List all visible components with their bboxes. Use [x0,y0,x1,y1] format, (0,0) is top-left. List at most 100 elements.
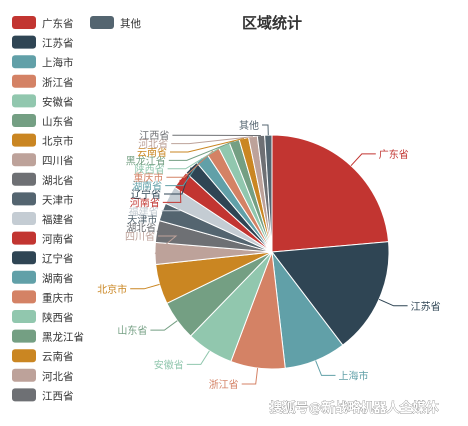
legend-item[interactable]: 安徽省 [12,94,74,108]
slice-label: 云南省 [137,146,167,159]
leader-line [156,227,178,232]
slice-label: 黑龙江省 [126,154,166,167]
slice-label: 河北省 [138,138,168,151]
leader-line [186,350,210,365]
legend-item[interactable]: 天津市 [12,192,74,206]
legend-label: 江苏省 [42,37,74,50]
legend-item[interactable]: 河南省 [12,231,74,246]
leader-line [262,124,269,136]
legend-label: 上海市 [42,56,74,69]
legend-label: 辽宁省 [42,252,74,265]
slice-label: 福建省 [129,205,159,218]
legend-label: 安徽省 [42,95,74,108]
legend-label: 天津市 [42,193,74,206]
legend-swatch [12,16,36,29]
legend-item[interactable]: 湖南省 [12,270,74,285]
legend-item[interactable]: 其他 [90,16,141,30]
legend-label: 黑龙江省 [42,331,84,344]
legend-label: 湖北省 [42,174,74,187]
legend-swatch [12,94,36,108]
leader-line [160,211,179,220]
legend-item[interactable]: 广东省 [12,16,74,30]
legend-item[interactable]: 黑龙江省 [12,329,84,344]
legend-item[interactable]: 四川省 [12,153,74,167]
leader-line [164,167,192,195]
legend-swatch [12,231,36,245]
legend-item[interactable]: 山东省 [12,114,74,128]
leader-line [171,136,253,145]
legend-label: 湖南省 [42,272,74,285]
leader-line [170,137,245,153]
legend-swatch [12,368,36,382]
slice-label: 广东省 [379,148,409,161]
legend-item[interactable]: 福建省 [12,212,74,226]
leader-line [241,368,259,385]
legend-swatch [12,388,36,402]
legend-label: 山东省 [42,115,74,128]
legend-item[interactable]: 江西省 [12,388,74,402]
slice-label: 上海市 [339,369,369,382]
legend-item[interactable]: 北京市 [12,133,74,148]
legend-item[interactable]: 辽宁省 [12,251,74,265]
legend-label: 河北省 [42,370,74,383]
pie-slices [154,134,390,370]
legend-swatch [12,153,36,167]
legend-item[interactable]: 河北省 [12,368,74,383]
slice-label: 江苏省 [411,300,441,313]
slice-label: 重庆市 [133,171,163,184]
legend-swatch [90,16,114,29]
legend-item[interactable]: 陕西省 [12,310,74,324]
chart-title: 区域统计 [242,14,302,32]
slice-label: 河南省 [130,196,160,209]
slice-label: 浙江省 [209,378,239,391]
slice-label: 山东省 [117,324,147,337]
legend-item[interactable]: 重庆市 [12,290,74,304]
legend-swatch [12,35,36,49]
slice-label: 安徽省 [154,358,184,371]
pie-slice[interactable] [271,134,390,253]
legend-item[interactable]: 云南省 [12,349,74,363]
leader-line [154,235,178,254]
legend-swatch [12,133,36,147]
legend-swatch [12,349,36,363]
legend-label: 北京市 [42,135,74,148]
legend-swatch [12,329,36,343]
legend-swatch [12,270,36,284]
legend-item[interactable]: 江苏省 [12,35,74,50]
legend-swatch [12,114,36,127]
legend-label: 广东省 [42,17,74,30]
leader-line [162,179,182,203]
legend-label: 江西省 [42,389,74,402]
leader-line [168,140,235,161]
leader-line [378,298,408,307]
leader-line [166,150,214,178]
slice-label: 北京市 [97,283,127,296]
leader-line [167,144,225,170]
leader-line [150,320,178,331]
legend-item[interactable]: 浙江省 [12,74,74,89]
leader-line [350,153,376,167]
leader-line [315,360,336,376]
legend-swatch [12,290,36,304]
slice-label: 四川省 [125,230,155,243]
slice-label: 江西省 [139,129,169,142]
legend-item[interactable]: 上海市 [12,55,74,69]
slice-label: 辽宁省 [131,188,161,201]
slice-label: 湖南省 [132,180,162,193]
legend-swatch [12,212,36,225]
slice-label: 湖北省 [126,222,156,235]
legend-label: 四川省 [42,154,74,167]
legend-label: 重庆市 [42,291,74,304]
slice-label: 其他 [239,119,259,132]
legend: 广东省 其他江苏省上海市浙江省安徽省山东省北京市四川省湖北省天津市福建省河南省辽宁… [12,16,141,402]
legend-swatch [12,251,36,265]
legend-label: 福建省 [42,213,74,226]
legend-label: 其他 [120,17,141,30]
slice-label: 天津市 [127,213,157,226]
legend-swatch [12,55,36,69]
legend-swatch [12,192,36,206]
legend-item[interactable]: 湖北省 [12,172,74,187]
watermark: 搜狐号@新战略机器人全媒体 [269,400,439,416]
